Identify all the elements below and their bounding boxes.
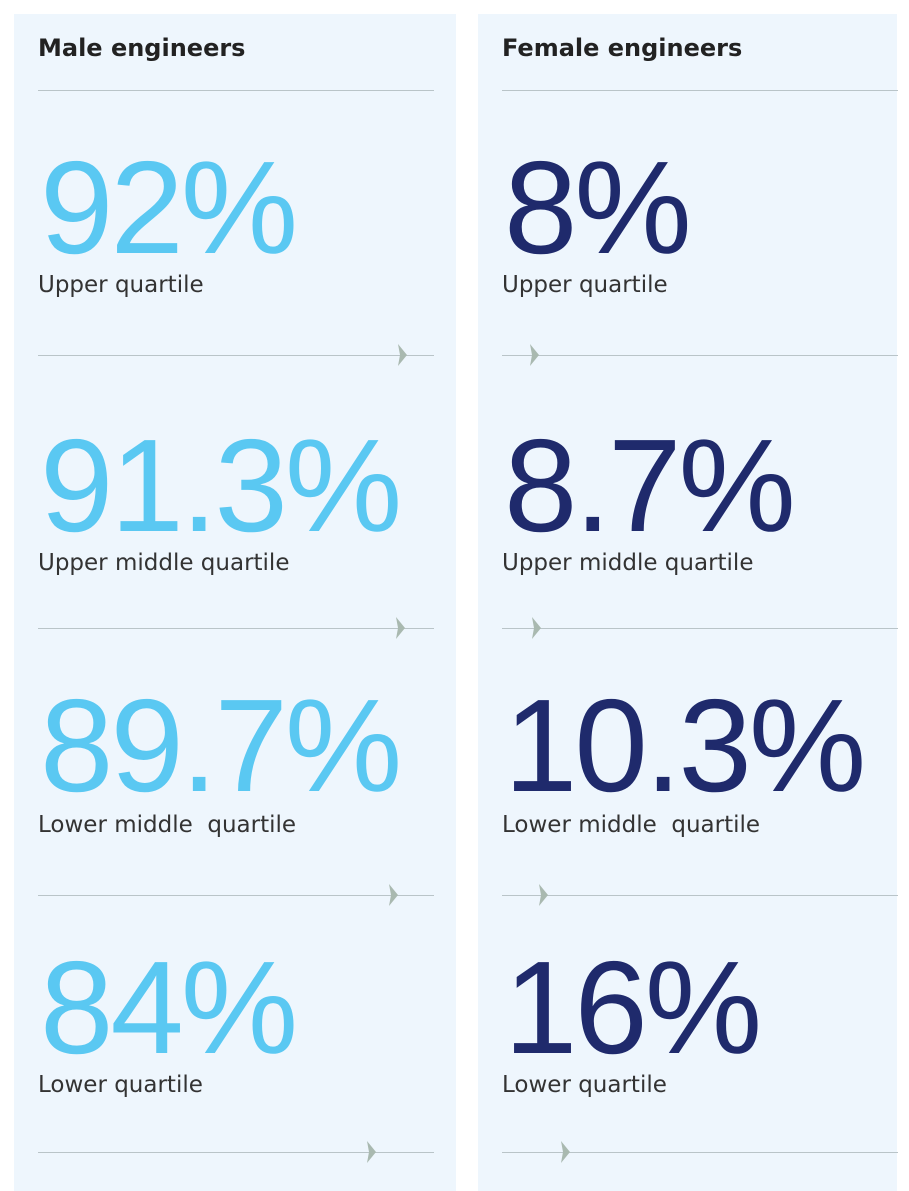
marker-svg (538, 884, 548, 906)
quartile-label: Upper middle quartile (38, 550, 290, 576)
marker (561, 1141, 571, 1163)
marker (366, 1141, 376, 1163)
quartile-label: Lower quartile (502, 1072, 667, 1098)
divider (502, 90, 898, 91)
track-line (38, 355, 434, 356)
quartile-label: Lower middle quartile (38, 812, 297, 838)
track-line (502, 355, 898, 356)
marker (529, 344, 539, 366)
quartile-label: Lower quartile (38, 1072, 203, 1098)
marker-svg (532, 617, 542, 639)
track-line (502, 1152, 898, 1153)
panel-title: Female engineers (502, 34, 743, 62)
marker (395, 617, 405, 639)
quartile-label: Upper quartile (38, 272, 204, 298)
marker (538, 884, 548, 906)
marker-svg (561, 1141, 571, 1163)
percentage: 92% (40, 134, 298, 281)
track-line (502, 895, 898, 896)
marker (389, 884, 399, 906)
track-line (38, 628, 434, 629)
percentage: 84% (40, 934, 298, 1081)
marker-svg (389, 884, 399, 906)
quartile-label: Upper middle quartile (502, 550, 754, 576)
percentage: 8% (504, 134, 692, 281)
marker (532, 617, 542, 639)
panel (478, 14, 897, 1191)
percentage: 91.3% (40, 412, 402, 559)
marker-svg (366, 1141, 376, 1163)
divider (38, 90, 434, 91)
panel (14, 14, 456, 1191)
marker (398, 344, 408, 366)
percentage: 8.7% (504, 412, 796, 559)
track-line (38, 895, 434, 896)
track-line (38, 1152, 434, 1153)
percentage: 16% (504, 934, 762, 1081)
marker-svg (398, 344, 408, 366)
quartile-label: Lower middle quartile (502, 812, 761, 838)
percentage: 10.3% (504, 672, 866, 819)
marker-svg (395, 617, 405, 639)
panel-title: Male engineers (38, 34, 246, 62)
percentage: 89.7% (40, 672, 402, 819)
track-line (502, 628, 898, 629)
quartile-label: Upper quartile (502, 272, 668, 298)
marker-svg (529, 344, 539, 366)
